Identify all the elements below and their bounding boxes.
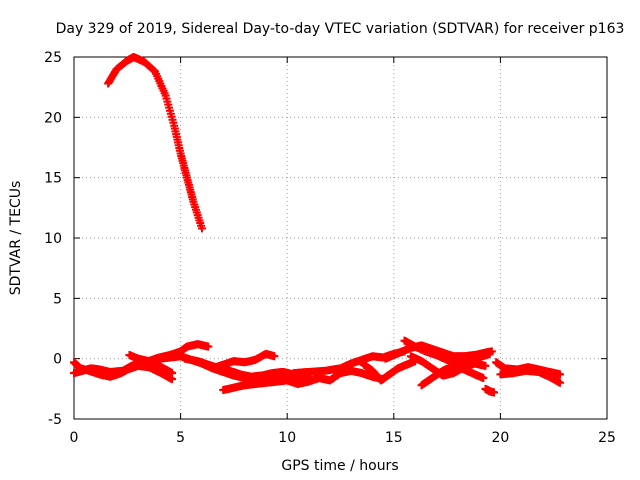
data-point xyxy=(490,388,499,397)
data-point xyxy=(168,375,177,384)
data-series-16 xyxy=(481,384,499,397)
y-axis-label: SDTVAR / TECUs xyxy=(8,181,24,296)
y-tick-label: 0 xyxy=(53,352,62,368)
x-tick-label: 20 xyxy=(491,430,509,446)
data-point xyxy=(479,373,488,382)
data-point xyxy=(168,369,177,378)
data-series-1 xyxy=(104,53,206,233)
y-tick-label: 25 xyxy=(44,50,62,66)
axis-ticks: 0 5 10 15 20 25 -5 0 5 10 15 20 25 xyxy=(44,50,616,446)
data-point xyxy=(481,361,490,370)
data-series-15 xyxy=(417,361,488,390)
x-tick-label: 25 xyxy=(598,430,616,446)
data-series-9 xyxy=(283,366,388,389)
data-point xyxy=(204,342,213,351)
y-tick-label: 5 xyxy=(53,291,62,307)
y-tick-label: 20 xyxy=(44,110,62,126)
y-tick-label: 15 xyxy=(44,171,62,187)
data-point xyxy=(556,370,565,379)
y-tick-label: -5 xyxy=(48,412,62,428)
x-tick-label: 0 xyxy=(70,430,79,446)
series-group xyxy=(70,53,565,397)
data-series-11 xyxy=(359,357,420,385)
x-tick-label: 15 xyxy=(385,430,403,446)
chart-title: Day 329 of 2019, Sidereal Day-to-day VTE… xyxy=(56,21,625,37)
data-point xyxy=(485,349,494,358)
x-tick-label: 10 xyxy=(278,430,296,446)
data-point xyxy=(270,352,279,361)
data-series-18 xyxy=(496,366,565,387)
data-point xyxy=(197,224,206,233)
grid xyxy=(74,57,607,419)
data-series-14 xyxy=(406,352,490,380)
data-series-13 xyxy=(400,336,494,366)
data-point xyxy=(556,378,565,387)
x-axis-label: GPS time / hours xyxy=(281,458,398,474)
y-tick-label: 10 xyxy=(44,231,62,247)
x-tick-label: 5 xyxy=(176,430,185,446)
